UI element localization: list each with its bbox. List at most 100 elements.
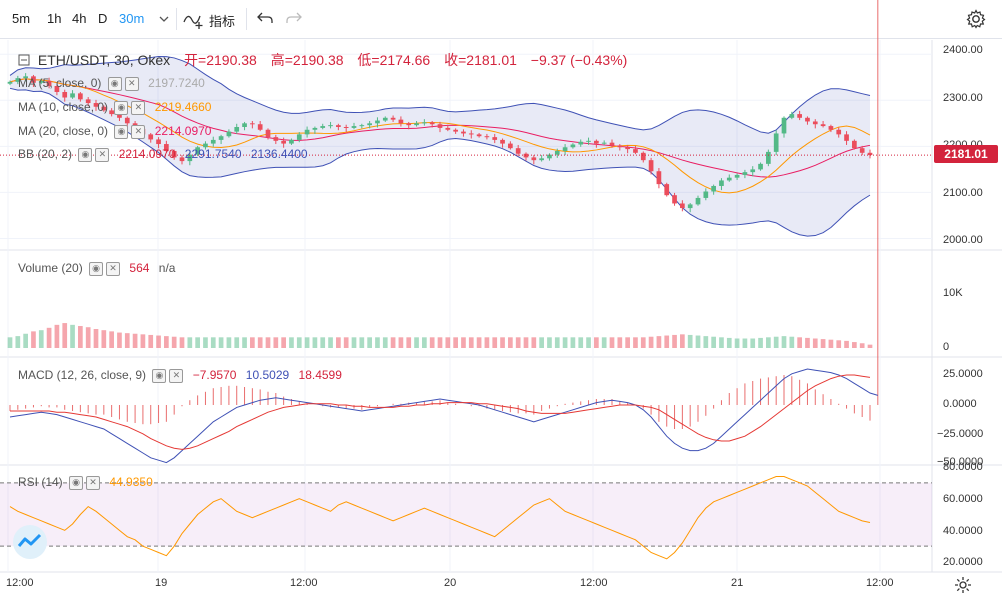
candle-body <box>531 157 537 161</box>
close-icon[interactable]: ✕ <box>95 147 110 162</box>
candle-body <box>484 136 490 138</box>
interval-30m[interactable]: 30m <box>119 11 145 26</box>
candle-body <box>453 129 458 132</box>
candle-body <box>343 127 349 128</box>
volume-bar <box>304 337 310 348</box>
candle-body <box>539 158 544 161</box>
candle-body <box>844 134 849 141</box>
candle-body <box>609 142 615 146</box>
candle-body <box>226 131 232 137</box>
volume-bar <box>226 337 232 348</box>
price-tick: 2100.00 <box>943 187 983 199</box>
volume-bar <box>124 333 130 348</box>
volume-bar <box>23 333 28 348</box>
volume-tick: 10K <box>943 287 963 299</box>
eye-icon[interactable]: ◉ <box>69 475 84 490</box>
volume-bar <box>687 334 693 348</box>
volume-bar <box>609 337 615 348</box>
interval-1h[interactable]: 1h <box>47 11 62 26</box>
candle-body <box>398 119 404 124</box>
candle-body <box>31 76 36 83</box>
volume-bar <box>773 336 779 348</box>
candle-body <box>601 142 607 144</box>
volume-bar <box>171 336 177 348</box>
volume-bar <box>109 331 114 348</box>
legend-ma20: MA (20, close, 0) ◉ ✕ 2214.0970 <box>18 124 212 139</box>
volume-bar <box>31 331 36 348</box>
volume-bar <box>273 337 279 348</box>
rsi-line <box>9 476 871 560</box>
eye-icon[interactable]: ◉ <box>114 100 129 115</box>
bollinger-band-fill <box>10 56 870 237</box>
candle-body <box>109 110 114 115</box>
interval-1d[interactable]: D <box>98 11 108 26</box>
candle-body <box>648 160 654 172</box>
candle-body <box>711 185 716 192</box>
interval-4h[interactable]: 4h <box>72 11 87 26</box>
interval-5m[interactable]: 5m <box>12 11 31 26</box>
volume-bar <box>250 337 255 348</box>
collapse-icon[interactable] <box>18 54 30 66</box>
volume-bar <box>328 337 333 348</box>
volume-bar <box>390 337 396 348</box>
indicators-button[interactable]: 指标 <box>209 14 236 29</box>
volume-bar <box>672 334 677 348</box>
volume-bar <box>203 337 208 348</box>
candle-body <box>218 136 224 140</box>
macd-signal-line <box>10 374 871 450</box>
candle-body <box>461 131 466 134</box>
close-icon[interactable]: ✕ <box>86 475 101 490</box>
volume-bar <box>594 337 599 348</box>
volume-bar <box>156 335 161 348</box>
legend-bb: BB (20, 2) ◉ ✕ 2214.0970 2291.7540 2136.4… <box>18 147 308 162</box>
candle-body <box>633 149 638 153</box>
macd-tick: 25.0000 <box>943 368 983 380</box>
candle-body <box>719 180 724 186</box>
symbol-label[interactable]: ETH/USDT, 30, Okex <box>37 52 171 68</box>
eye-icon[interactable]: ◉ <box>152 368 167 383</box>
legend-ma5: MA (5, close, 0) ◉ ✕ 2197.7240 <box>18 76 205 91</box>
volume-bar <box>179 337 185 348</box>
volume-bar <box>711 336 716 348</box>
volume-bar <box>62 323 68 348</box>
eye-icon[interactable]: ◉ <box>107 76 122 91</box>
eye-icon[interactable]: ◉ <box>114 124 129 139</box>
volume-bar <box>781 336 787 348</box>
time-label: 12:00 <box>6 577 34 589</box>
eye-icon[interactable]: ◉ <box>78 147 93 162</box>
time-label: 12:00 <box>866 577 894 589</box>
low-value: 低=2174.66 <box>357 52 431 68</box>
candle-body <box>406 123 412 126</box>
candle-body <box>500 139 505 144</box>
volume-bar <box>453 337 458 348</box>
candle-body <box>367 123 372 126</box>
volume-bar <box>664 335 670 348</box>
candle-body <box>203 143 208 148</box>
close-icon[interactable]: ✕ <box>124 76 139 91</box>
eye-icon[interactable]: ◉ <box>89 261 104 276</box>
close-icon[interactable]: ✕ <box>131 100 146 115</box>
gear-icon[interactable] <box>966 9 986 29</box>
volume-bar <box>726 337 732 348</box>
volume-bar <box>531 337 537 348</box>
candle-body <box>852 140 857 149</box>
close-icon[interactable]: ✕ <box>169 368 184 383</box>
indicators-icon[interactable] <box>183 10 207 30</box>
undo-icon[interactable] <box>257 11 273 25</box>
volume-bar <box>296 337 302 348</box>
volume-bar <box>758 337 763 348</box>
macd-tick: −25.0000 <box>937 428 984 440</box>
time-label: 12:00 <box>290 577 318 589</box>
rsi-tick: 20.0000 <box>943 556 983 568</box>
volume-bar <box>78 326 83 348</box>
settings-icon[interactable] <box>954 576 972 594</box>
candle-body <box>320 126 326 128</box>
candle-body <box>414 123 419 126</box>
macd-tick: −50.0000 <box>937 456 984 468</box>
chevron-down-icon[interactable] <box>158 13 170 25</box>
candle-body <box>726 177 732 181</box>
close-icon[interactable]: ✕ <box>106 261 121 276</box>
close-icon[interactable]: ✕ <box>131 124 146 139</box>
redo-icon[interactable] <box>286 11 302 25</box>
